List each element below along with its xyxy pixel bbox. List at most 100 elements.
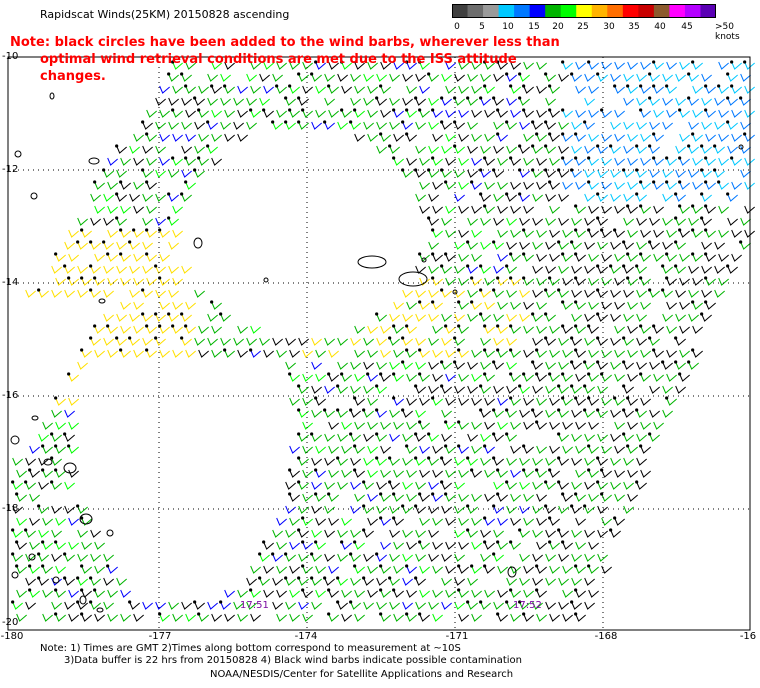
wind-barb [532,601,543,610]
wind-barb [54,396,66,406]
colorbar-swatch [483,4,500,18]
wind-barb [484,133,495,142]
wind-barb [691,300,703,310]
wind-barb [154,312,166,322]
wind-barb [493,601,504,610]
wind-barb [574,324,586,334]
wind-barb [328,565,339,574]
island-outline [98,298,106,304]
wind-barb [402,97,413,106]
wind-barb [367,133,378,142]
wind-barb [509,396,521,406]
wind-barb [350,337,361,346]
wind-barb [237,349,248,358]
wind-barb [354,133,365,142]
wind-barb [50,432,62,442]
wind-barb [51,409,62,418]
wind-barb [41,564,53,574]
wind-barb [172,85,183,94]
wind-barb [731,253,742,262]
wind-barb [584,313,595,322]
wind-barb [544,72,556,82]
wind-barb [678,108,690,118]
island-outline [14,150,22,158]
wind-barb [549,205,560,214]
wind-barb [454,193,465,202]
wind-barb [415,361,426,370]
wind-barb [415,481,426,490]
wind-barb [523,517,534,526]
wind-barb [454,73,465,82]
wind-barb [327,588,339,598]
wind-barb [588,277,599,286]
wind-barb [584,601,595,610]
wind-barb [271,552,283,562]
wind-barb [159,133,170,142]
wind-barb [713,168,725,178]
wind-barb [363,337,374,346]
wind-barb [393,133,404,142]
wind-barb [545,217,556,226]
wind-barb [38,529,49,538]
wind-barb [662,217,673,226]
wind-barb [419,181,430,190]
wind-barb [428,145,439,154]
wind-barb [471,205,482,214]
wind-barb [623,289,634,298]
island-outline [11,571,19,579]
wind-barb [314,396,326,406]
wind-barb [337,73,348,82]
wind-barb [731,109,742,118]
colorbar-swatch [545,4,562,18]
wind-barb [168,97,179,106]
wind-barb [614,181,625,190]
wind-barb [584,217,595,226]
wind-barb [276,349,287,358]
wind-barb [531,360,543,370]
wind-barb [349,120,361,130]
wind-barb [367,421,378,430]
wind-barb [571,529,582,538]
wind-barb [661,360,673,370]
wind-barb [310,432,322,442]
wind-barb [649,361,660,370]
wind-barb [480,433,491,442]
wind-barb [432,373,443,382]
wind-barb [653,109,664,118]
wind-barb [233,97,244,106]
wind-barb [688,265,699,274]
wind-barb [653,421,664,430]
wind-barb [622,264,634,274]
colorbar-label: 5 [479,22,485,32]
wind-barb [432,133,443,142]
wind-barb [375,384,387,394]
wind-barb [276,565,287,574]
wind-barb [133,301,144,310]
wind-barb [636,289,647,298]
wind-barb [405,348,417,358]
wind-barb [584,73,595,82]
wind-barb [596,144,608,154]
wind-barb [285,337,296,346]
wind-barb [610,433,621,442]
wind-barb [479,288,491,298]
wind-barb [159,349,170,358]
wind-barb [428,385,439,394]
wind-barb [558,193,569,202]
wind-barb [466,240,478,250]
wind-barb [562,613,573,622]
island-outline [357,255,387,269]
wind-barb [116,241,127,250]
wind-barb [389,97,400,106]
wind-barb [405,60,417,70]
wind-barb [159,85,170,94]
wind-barb [614,469,625,478]
wind-barb [401,408,413,418]
wind-barb [233,601,244,610]
wind-barb [419,397,430,406]
wind-barb [24,528,36,538]
wind-barb [64,289,75,298]
wind-barb [336,384,348,394]
wind-barb [518,528,530,538]
